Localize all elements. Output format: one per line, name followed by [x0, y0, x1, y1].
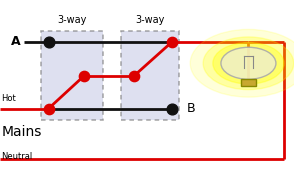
Text: A: A	[11, 35, 21, 48]
Circle shape	[190, 29, 294, 97]
FancyBboxPatch shape	[121, 31, 179, 120]
Point	[131, 75, 136, 77]
Text: Mains: Mains	[1, 125, 42, 139]
Text: B: B	[187, 102, 195, 115]
Text: 3-way: 3-way	[135, 15, 165, 25]
Circle shape	[221, 47, 276, 79]
Point	[46, 41, 51, 43]
FancyBboxPatch shape	[241, 79, 256, 86]
Point	[170, 41, 174, 43]
Point	[46, 107, 51, 110]
Point	[81, 75, 86, 77]
Circle shape	[213, 43, 284, 84]
Text: Hot: Hot	[1, 94, 16, 103]
Point	[170, 107, 174, 110]
Circle shape	[203, 37, 294, 90]
Text: 3-way: 3-way	[57, 15, 87, 25]
FancyBboxPatch shape	[41, 31, 103, 120]
Text: Neutral: Neutral	[1, 152, 33, 161]
